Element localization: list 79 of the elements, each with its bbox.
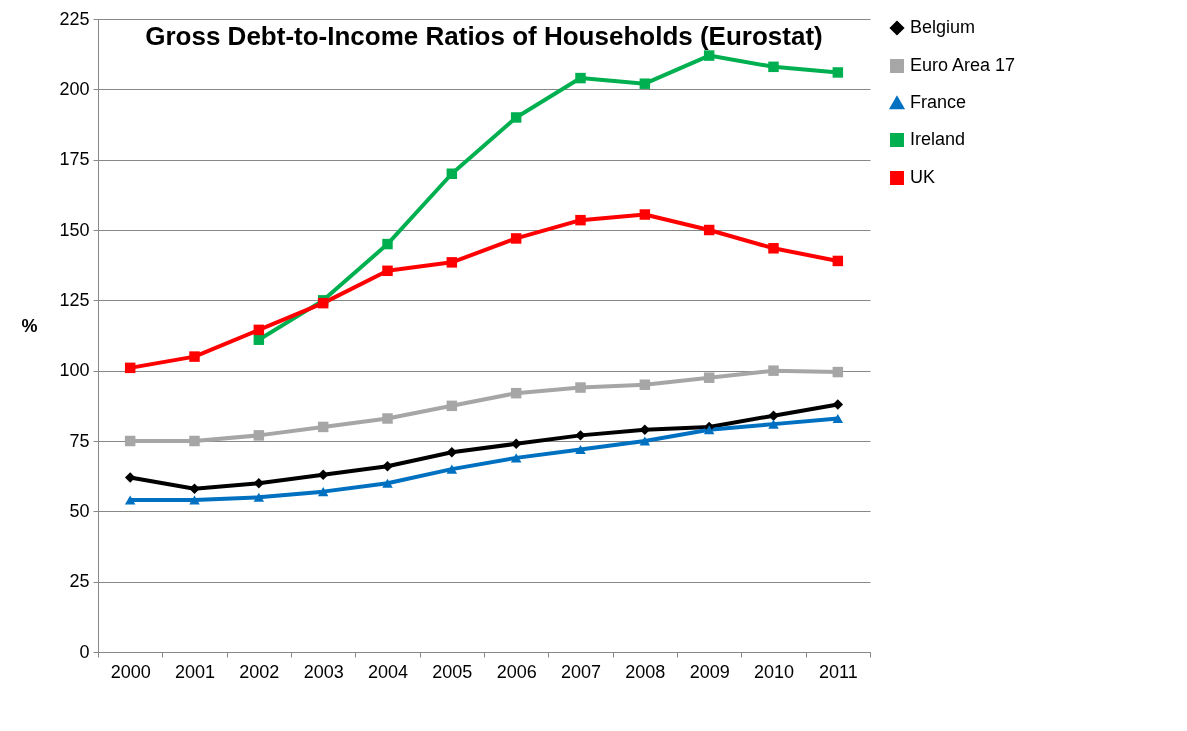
- point: [575, 382, 586, 393]
- point: [446, 257, 458, 268]
- point: [639, 379, 651, 390]
- legend-label: Belgium: [910, 17, 976, 37]
- point: [639, 209, 651, 220]
- point: [510, 453, 522, 463]
- point: [446, 168, 458, 179]
- x-tick-label: 2009: [689, 661, 730, 682]
- legend-label: UK: [910, 167, 936, 187]
- x-tick-label: 2003: [303, 661, 344, 682]
- point: [639, 78, 651, 89]
- point: [575, 444, 586, 454]
- x-tick-label: 2004: [367, 661, 409, 682]
- point: [703, 224, 715, 236]
- point: [832, 413, 844, 424]
- y-tick-label: 125: [59, 289, 90, 310]
- point: [832, 399, 844, 410]
- point: [575, 72, 586, 84]
- point: [446, 400, 458, 412]
- point: [510, 233, 522, 244]
- point: [317, 487, 329, 497]
- point: [510, 112, 522, 123]
- point: [253, 324, 265, 336]
- x-tick-label: 2002: [239, 661, 280, 682]
- point: [768, 243, 779, 254]
- y-tick-label: 75: [69, 430, 90, 451]
- x-tick-label: 2006: [496, 661, 537, 682]
- point: [382, 413, 393, 424]
- point: [253, 334, 265, 345]
- y-tick-label: 0: [79, 641, 90, 662]
- x-tick-label: 2001: [174, 661, 216, 682]
- y-axis-title: %: [21, 316, 38, 336]
- x-tick-label: 2011: [818, 661, 858, 682]
- point: [832, 366, 844, 378]
- x-tick-label: 2008: [625, 661, 666, 682]
- point: [317, 421, 329, 433]
- point: [703, 50, 715, 61]
- x-tick-label: 2000: [110, 661, 151, 682]
- chart-title: Gross Debt-to-Income Ratios of Households (Eurostat): [145, 21, 823, 51]
- point: [768, 410, 779, 421]
- point: [703, 372, 715, 383]
- legend-label: France: [910, 92, 967, 112]
- point: [382, 461, 393, 472]
- point: [639, 436, 651, 446]
- legend-label: Euro Area 17: [910, 55, 1016, 75]
- point: [124, 495, 136, 505]
- point: [189, 495, 200, 505]
- y-tick-label: 175: [59, 149, 90, 170]
- point: [253, 430, 265, 441]
- point: [253, 492, 265, 502]
- point: [124, 362, 136, 374]
- legend-label: Ireland: [910, 129, 966, 149]
- point: [575, 214, 586, 226]
- point: [832, 255, 844, 267]
- point: [768, 365, 779, 376]
- x-tick-label: 2007: [560, 661, 602, 682]
- point: [382, 265, 393, 277]
- point: [768, 61, 779, 73]
- point: [124, 435, 136, 447]
- point: [124, 472, 136, 483]
- y-tick-label: 225: [59, 8, 90, 29]
- point: [382, 238, 393, 250]
- point: [189, 483, 200, 495]
- y-tick-label: 150: [59, 219, 90, 240]
- x-tick-label: 2005: [432, 661, 473, 682]
- point: [510, 387, 522, 399]
- x-tick-label: 2010: [753, 661, 795, 682]
- point: [832, 67, 844, 78]
- point: [189, 351, 200, 362]
- point: [703, 425, 715, 435]
- point: [446, 464, 458, 474]
- point: [575, 430, 586, 441]
- y-tick-label: 200: [59, 78, 90, 99]
- point: [382, 478, 393, 488]
- point: [189, 435, 200, 447]
- point: [768, 419, 779, 429]
- y-tick-label: 100: [59, 360, 90, 381]
- y-tick-label: 50: [69, 500, 90, 521]
- y-tick-label: 25: [69, 571, 90, 592]
